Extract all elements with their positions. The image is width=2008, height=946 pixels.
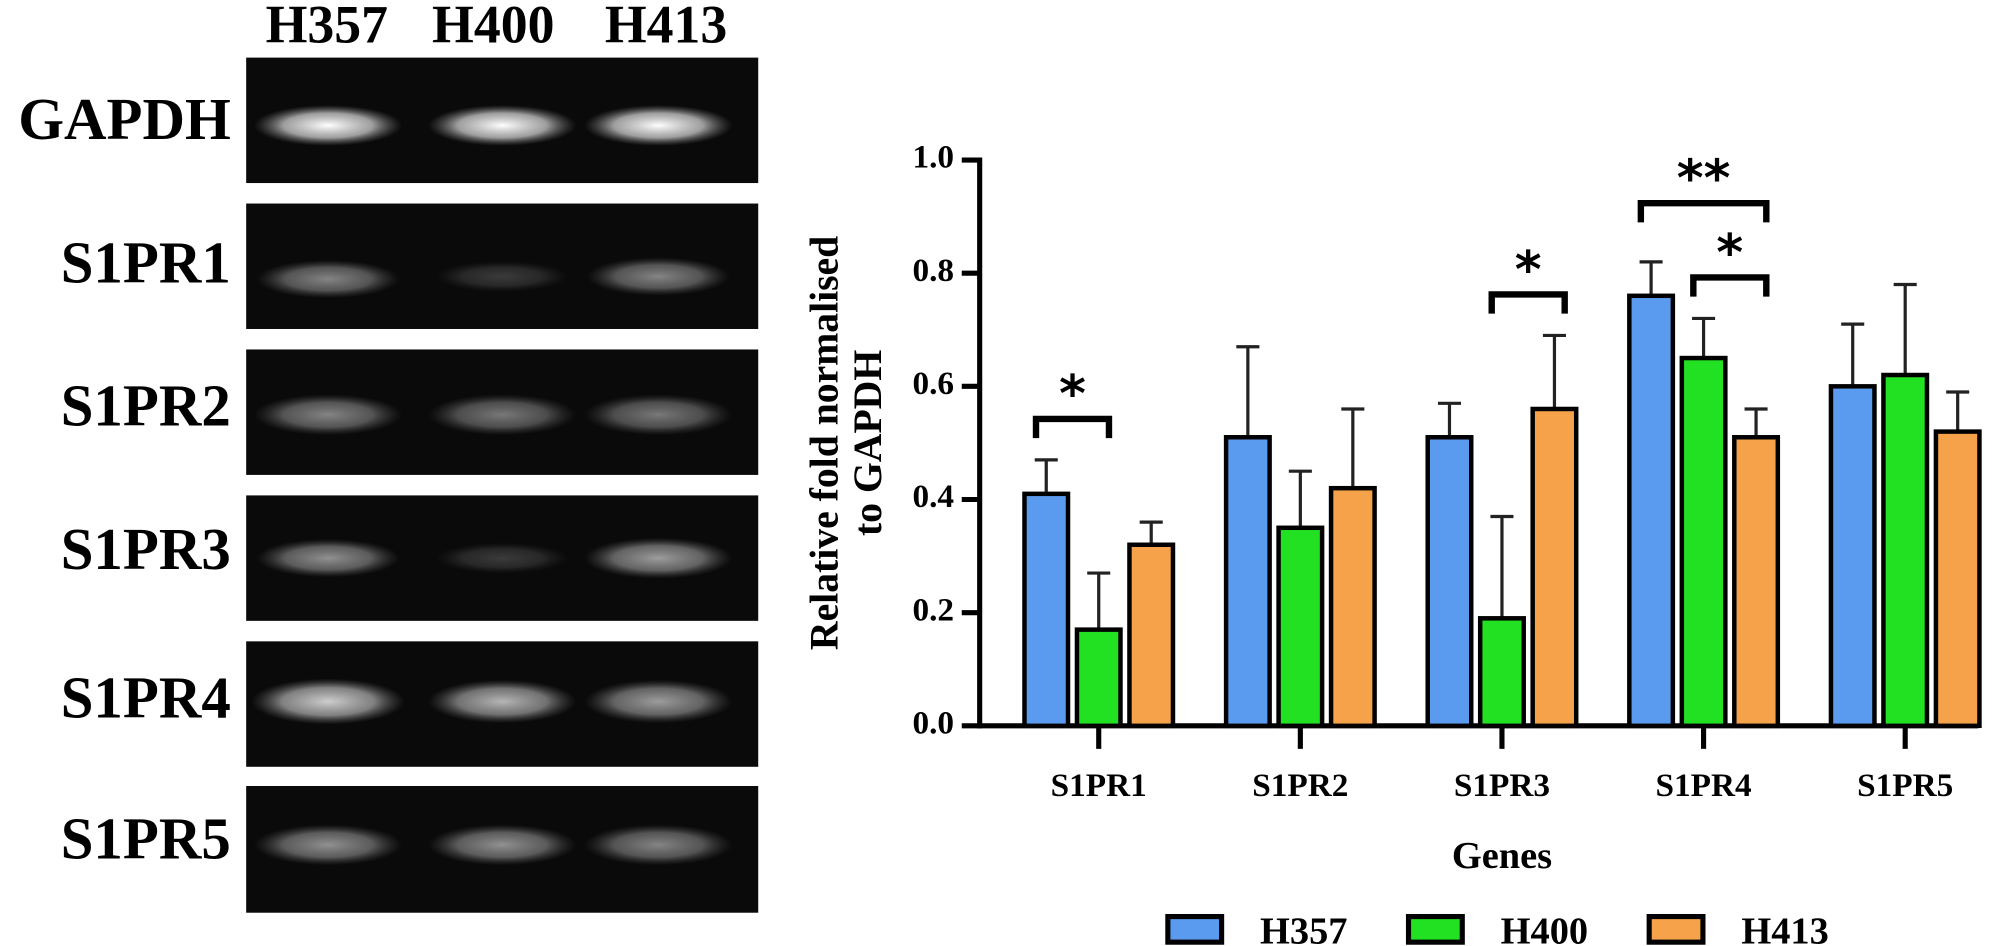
- significance-label: *: [1716, 223, 1743, 283]
- error-bar: [1542, 333, 1566, 409]
- chart: 0.0 0.2 0.4 0.6 0.8 1.0 Relative fold normalis…: [803, 139, 1982, 946]
- x-tick-label: S1PR4: [1656, 767, 1752, 804]
- error-bar: [1841, 322, 1865, 387]
- significance-label: **: [1677, 149, 1731, 209]
- legend-label: H357: [1260, 910, 1347, 946]
- gel-row-label: S1PR3: [61, 517, 231, 582]
- error-bar: [1236, 345, 1260, 438]
- band: [256, 538, 400, 578]
- bar: [1425, 435, 1474, 729]
- error-bar: [1034, 458, 1058, 494]
- bar: [1477, 616, 1526, 729]
- gel-row-label: S1PR5: [61, 806, 231, 871]
- gel-row-label: S1PR1: [61, 230, 231, 295]
- gel-column: H357: [266, 0, 388, 54]
- band: [586, 257, 731, 296]
- gel-column: H400: [432, 0, 554, 54]
- error-bar: [1139, 520, 1163, 545]
- legend-swatch: [1405, 913, 1465, 945]
- bar: [1679, 355, 1728, 729]
- bar: [1074, 627, 1123, 729]
- error-bar: [1744, 407, 1768, 438]
- y-tick-label: 1.0: [912, 139, 954, 176]
- legend-label: H400: [1501, 910, 1588, 946]
- band: [253, 104, 403, 146]
- bar: [1276, 525, 1325, 729]
- band: [435, 261, 569, 292]
- error-bar: [1692, 316, 1716, 359]
- band: [584, 824, 733, 866]
- bar: [1127, 542, 1176, 729]
- band: [427, 824, 577, 866]
- band: [427, 394, 577, 436]
- band: [256, 259, 400, 299]
- error-bar: [1341, 407, 1365, 489]
- bar: [1328, 485, 1377, 729]
- significance-label: *: [1515, 240, 1542, 300]
- band: [584, 104, 733, 146]
- band: [251, 678, 405, 725]
- x-tick-label: S1PR1: [1051, 767, 1147, 804]
- band: [427, 679, 577, 724]
- significance-bracket: [1488, 291, 1568, 314]
- gel-row-label: GAPDH: [18, 87, 231, 152]
- x-axis-label: Genes: [1452, 835, 1552, 877]
- error-bar: [1437, 401, 1461, 438]
- error-bar: [1946, 390, 1970, 432]
- band: [253, 394, 403, 436]
- error-bar: [1639, 260, 1663, 296]
- error-bar: [1087, 571, 1111, 630]
- significance-bracket: [1032, 415, 1113, 439]
- bar: [1627, 293, 1676, 729]
- significance-bracket: [1690, 274, 1770, 297]
- bar: [1223, 435, 1272, 729]
- error-bar: [1490, 514, 1514, 619]
- x-tick-label: S1PR3: [1454, 767, 1550, 804]
- significance-bracket: [1637, 200, 1770, 223]
- x-tick-label: S1PR5: [1857, 767, 1953, 804]
- y-tick-label: 0.0: [912, 704, 954, 741]
- y-tick-label: 0.2: [912, 591, 954, 628]
- y-tick-label: 0.4: [912, 478, 954, 515]
- legend-swatch: [1646, 913, 1706, 945]
- error-bar: [1893, 282, 1917, 376]
- error-bar: [1288, 469, 1312, 528]
- significance-label: *: [1059, 364, 1086, 424]
- bar: [1732, 435, 1781, 729]
- legend-label: H413: [1741, 910, 1828, 946]
- band: [253, 824, 403, 866]
- y-axis-label: Relative fold normalised: [803, 236, 847, 650]
- y-tick-label: 0.6: [912, 365, 954, 402]
- band: [584, 537, 733, 579]
- band: [584, 394, 733, 436]
- bar: [1022, 491, 1071, 729]
- bar: [1881, 372, 1930, 729]
- gel: H357 H400 H413 GAPDH S1PR1 S1PR2 S1PR3 S…: [18, 0, 759, 913]
- band: [435, 542, 569, 574]
- bar: [1530, 406, 1579, 729]
- y-axis-label: to GAPDH: [846, 350, 890, 536]
- legend-swatch: [1165, 913, 1225, 945]
- gel-column: H413: [605, 0, 727, 54]
- bar: [1828, 384, 1877, 729]
- x-tick-label: S1PR2: [1252, 767, 1348, 804]
- bar: [1933, 429, 1982, 729]
- band: [584, 679, 733, 724]
- y-tick-label: 0.8: [912, 252, 954, 289]
- gel-row-label: S1PR4: [61, 666, 231, 731]
- gel-row-label: S1PR2: [61, 374, 231, 439]
- band: [427, 104, 577, 146]
